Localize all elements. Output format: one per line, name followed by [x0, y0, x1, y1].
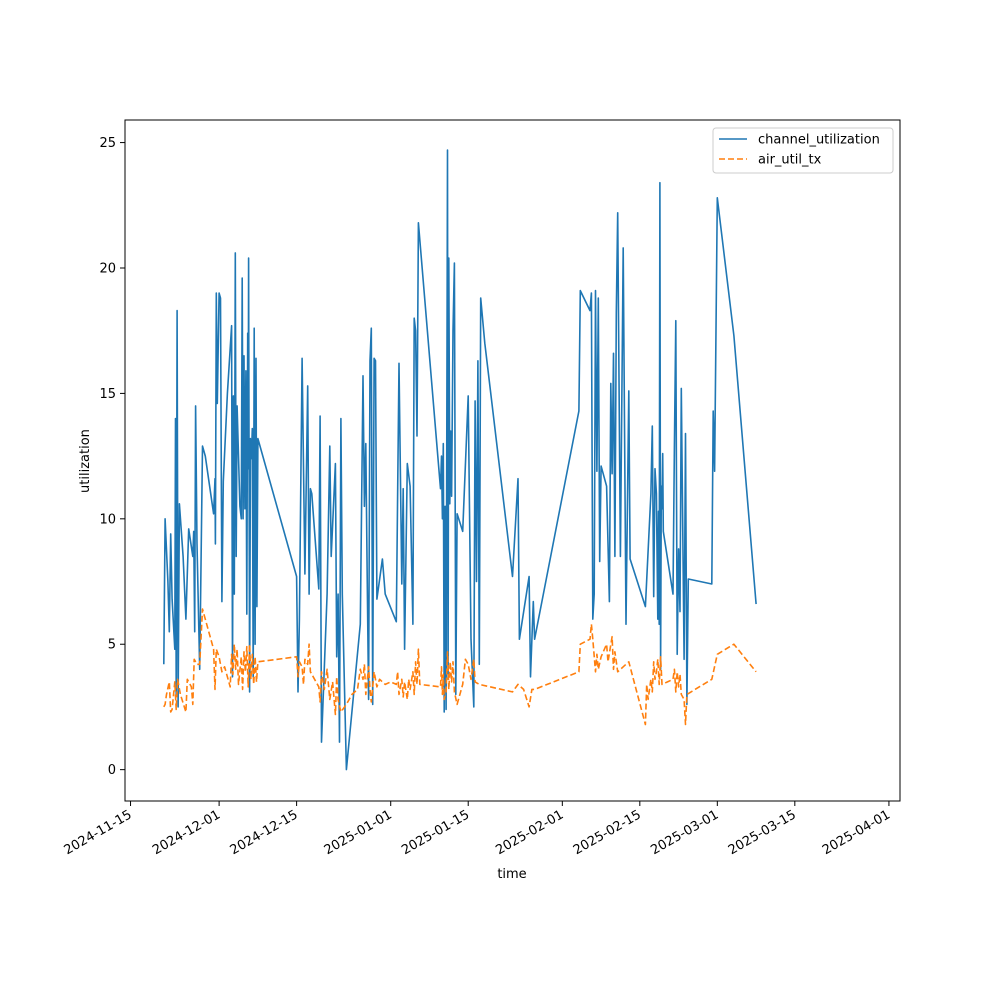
y-axis-ticks: 0 5 10 15 20 25	[99, 136, 125, 778]
y-axis-label: utilization	[78, 429, 93, 493]
y-tick-label: 25	[99, 136, 116, 151]
legend-label: air_util_tx	[758, 153, 822, 168]
legend-box	[712, 127, 894, 174]
y-tick-label: 5	[108, 638, 116, 653]
series-layer	[163, 149, 757, 771]
series-line-air-util-tx	[163, 608, 757, 726]
series-line-channel-utilization	[163, 149, 757, 771]
legend-label: channel_utilization	[758, 133, 880, 148]
y-tick-label: 20	[99, 261, 116, 276]
plot-frame	[124, 119, 901, 802]
y-tick-label: 15	[99, 387, 116, 402]
y-tick-label: 0	[108, 763, 116, 778]
x-axis-label: time	[497, 867, 526, 882]
legend: channel_utilization air_util_tx	[712, 127, 894, 174]
y-tick-label: 10	[99, 512, 116, 527]
